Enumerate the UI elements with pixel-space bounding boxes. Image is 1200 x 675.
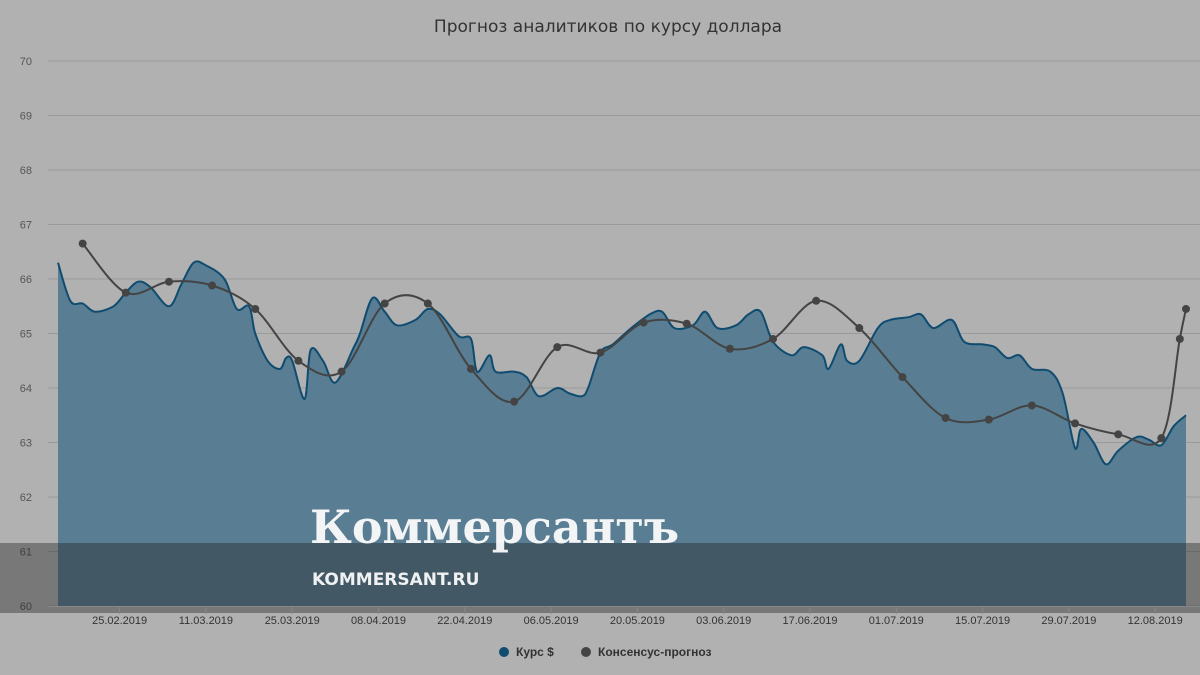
consensus-point[interactable] bbox=[294, 356, 303, 365]
consensus-point[interactable] bbox=[725, 344, 734, 353]
legend-marker-consensus bbox=[581, 647, 591, 657]
x-tick-label: 25.03.2019 bbox=[265, 615, 320, 627]
x-tick-label: 22.04.2019 bbox=[437, 615, 492, 627]
consensus-point[interactable] bbox=[1182, 304, 1190, 313]
consensus-point[interactable] bbox=[164, 277, 173, 286]
consensus-point[interactable] bbox=[769, 334, 778, 343]
x-tick-label: 03.06.2019 bbox=[696, 615, 751, 627]
x-tick-label: 15.07.2019 bbox=[955, 615, 1010, 627]
y-tick-label: 69 bbox=[20, 111, 32, 123]
consensus-point[interactable] bbox=[639, 318, 648, 327]
x-tick-label: 12.08.2019 bbox=[1128, 615, 1183, 627]
x-axis: 25.02.2019 11.03.2019 25.03.2019 08.04.2019… bbox=[48, 606, 1200, 627]
x-tick-label: 20.05.2019 bbox=[610, 615, 665, 627]
consensus-point[interactable] bbox=[1157, 434, 1166, 443]
consensus-point[interactable] bbox=[1071, 419, 1080, 428]
y-tick-label: 60 bbox=[20, 601, 32, 613]
consensus-point[interactable] bbox=[121, 288, 130, 297]
consensus-point[interactable] bbox=[812, 296, 821, 305]
y-tick-label: 67 bbox=[20, 220, 32, 232]
consensus-point[interactable] bbox=[1114, 430, 1123, 439]
x-tick-label: 29.07.2019 bbox=[1041, 615, 1096, 627]
consensus-point[interactable] bbox=[208, 281, 217, 290]
consensus-point[interactable] bbox=[466, 364, 475, 373]
consensus-point[interactable] bbox=[337, 367, 346, 376]
consensus-point[interactable] bbox=[423, 299, 432, 308]
x-tick-label: 17.06.2019 bbox=[782, 615, 837, 627]
consensus-point[interactable] bbox=[855, 324, 864, 333]
consensus-point[interactable] bbox=[251, 304, 260, 313]
y-tick-label: 62 bbox=[20, 492, 32, 504]
y-tick-label: 64 bbox=[20, 383, 32, 395]
consensus-point[interactable] bbox=[596, 348, 605, 357]
watermark: Коммерсантъ KOMMERSANT.RU bbox=[0, 500, 1200, 613]
series-line-consensus[interactable] bbox=[81, 242, 1187, 446]
series-area-rate bbox=[58, 261, 1186, 606]
legend-label-rate: Курс $ bbox=[516, 645, 554, 659]
watermark-title: Коммерсантъ bbox=[310, 500, 679, 554]
y-axis: 60 61 62 63 64 65 66 67 68 69 70 bbox=[20, 56, 32, 613]
y-tick-label: 68 bbox=[20, 165, 32, 177]
consensus-point[interactable] bbox=[941, 413, 950, 422]
plot-area bbox=[57, 239, 1190, 606]
y-tick-label: 65 bbox=[20, 329, 32, 341]
consensus-point[interactable] bbox=[1175, 334, 1184, 343]
consensus-point[interactable] bbox=[553, 343, 562, 352]
consensus-point[interactable] bbox=[380, 299, 389, 308]
consensus-point[interactable] bbox=[510, 397, 519, 406]
consensus-point[interactable] bbox=[78, 239, 87, 248]
x-tick-label: 08.04.2019 bbox=[351, 615, 406, 627]
watermark-url: KOMMERSANT.RU bbox=[312, 570, 479, 590]
y-tick-label: 63 bbox=[20, 438, 32, 450]
x-tick-label: 25.02.2019 bbox=[92, 615, 147, 627]
consensus-point[interactable] bbox=[898, 373, 907, 382]
chart-title: Прогноз аналитиков по курсу доллара bbox=[434, 17, 782, 37]
legend: Курс $ Консенсус-прогноз bbox=[499, 645, 712, 659]
consensus-point[interactable] bbox=[682, 319, 691, 328]
legend-label-consensus: Консенсус-прогноз bbox=[598, 645, 712, 659]
consensus-point[interactable] bbox=[1027, 401, 1036, 410]
y-tick-label: 66 bbox=[20, 274, 32, 286]
y-tick-label: 70 bbox=[20, 56, 32, 68]
y-tick-label: 61 bbox=[20, 547, 32, 559]
series-line-rate[interactable] bbox=[57, 260, 1187, 466]
legend-item-rate[interactable]: Курс $ bbox=[499, 645, 554, 659]
watermark-band bbox=[0, 543, 1200, 613]
consensus-point[interactable] bbox=[984, 415, 993, 424]
x-tick-label: 01.07.2019 bbox=[869, 615, 924, 627]
legend-marker-rate bbox=[499, 647, 509, 657]
x-tick-label: 06.05.2019 bbox=[524, 615, 579, 627]
legend-item-consensus[interactable]: Консенсус-прогноз bbox=[581, 645, 712, 659]
x-tick-label: 11.03.2019 bbox=[179, 615, 233, 627]
